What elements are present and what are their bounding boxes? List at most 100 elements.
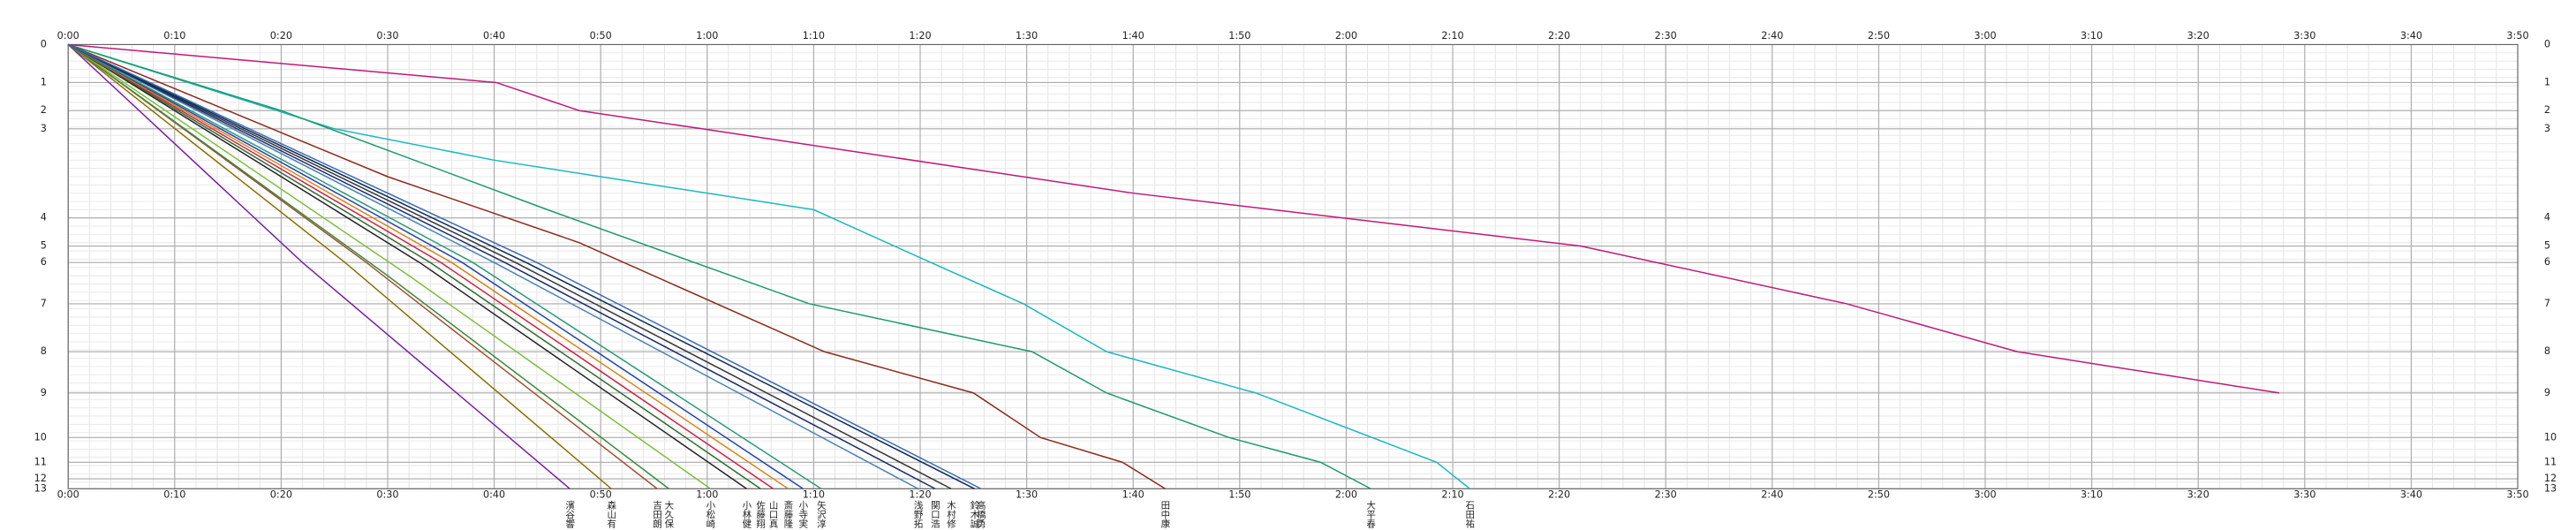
runner-name: 濱谷響 <box>564 500 575 529</box>
x-tick-label: 3:40 <box>2400 30 2422 42</box>
y-tick-label: 3 <box>2544 123 2550 134</box>
x-tick-label: 0:00 <box>57 30 79 42</box>
series-line <box>67 43 1166 489</box>
y-tick-label: 10 <box>34 431 47 443</box>
plot-frame <box>67 43 2519 489</box>
y-tick-label: 6 <box>41 256 47 268</box>
x-tick-label: 2:30 <box>1655 30 1677 42</box>
y-tick-label: 5 <box>41 240 47 252</box>
x-tick-label: 2:40 <box>1761 30 1783 42</box>
y-tick-label: 5 <box>2544 240 2550 252</box>
y-tick-label: 1 <box>41 76 47 87</box>
x-tick-label: 1:20 <box>909 30 931 42</box>
x-tick-label: 3:50 <box>2506 30 2528 42</box>
series-line <box>68 43 2279 394</box>
runner-name: 小松崎 <box>705 500 715 527</box>
x-tick-label: 1:00 <box>696 489 718 501</box>
x-tick-label: 0:50 <box>590 30 612 42</box>
y-tick-label: 13 <box>2544 482 2557 494</box>
runner-name: 大久保 <box>663 500 674 529</box>
series-line <box>67 43 612 489</box>
y-tick-label: 2 <box>2544 104 2550 116</box>
x-tick-label: 3:30 <box>2293 30 2315 42</box>
x-tick-label: 0:30 <box>376 30 398 42</box>
x-tick-label: 0:10 <box>163 30 185 42</box>
runner-name: 小林健 <box>741 500 752 528</box>
x-tick-label: 3:20 <box>2187 30 2210 42</box>
y-tick-label: 12 <box>34 473 47 484</box>
x-tick-label: 1:40 <box>1122 489 1144 501</box>
x-tick-label: 2:10 <box>1441 489 1463 501</box>
y-tick-label: 10 <box>2544 431 2557 443</box>
x-tick-label: 2:30 <box>1655 489 1677 501</box>
x-tick-label: 2:00 <box>1335 489 1357 501</box>
x-tick-label: 0:00 <box>57 489 79 501</box>
x-tick-label: 1:50 <box>1228 30 1250 42</box>
x-tick-label: 3:10 <box>2081 489 2103 501</box>
x-tick-label: 0:10 <box>163 489 185 501</box>
x-tick-label: 0:50 <box>590 489 612 501</box>
series-line <box>67 43 952 489</box>
series-line <box>67 43 761 489</box>
runner-name: 小寺実 <box>797 500 808 528</box>
y-tick-label: 0 <box>2544 38 2550 49</box>
x-tick-label: 2:20 <box>1548 489 1570 501</box>
x-tick-label: 2:50 <box>1868 30 1890 42</box>
series-line <box>67 43 669 489</box>
y-tick-label: 8 <box>41 345 47 357</box>
y-tick-label: 13 <box>34 482 47 494</box>
runner-name: 森山有 <box>606 500 616 529</box>
x-tick-label: 3:00 <box>1974 30 1996 42</box>
series-line <box>67 43 918 489</box>
series-line <box>67 43 658 489</box>
series-line <box>67 43 747 489</box>
series-line <box>67 43 1470 489</box>
runner-name: 浅野拓 <box>913 500 924 529</box>
x-tick-label: 2:00 <box>1335 30 1357 42</box>
x-tick-label: 3:50 <box>2506 489 2528 501</box>
y-tick-label: 9 <box>41 387 47 398</box>
x-tick-label: 2:20 <box>1548 30 1570 42</box>
runner-name: 関口浩 <box>930 500 941 528</box>
y-tick-label: 3 <box>41 123 47 134</box>
x-tick-label: 0:40 <box>483 30 505 42</box>
series-line <box>67 43 774 489</box>
y-tick-label: 7 <box>41 298 47 309</box>
x-tick-label: 1:10 <box>803 489 825 501</box>
runner-name: 斎藤隆 <box>782 500 793 528</box>
x-tick-label: 1:40 <box>1122 30 1144 42</box>
y-tick-label: 8 <box>2544 345 2550 357</box>
y-tick-label: 1 <box>2544 76 2550 87</box>
runner-name: 矢沢淳 <box>816 500 827 528</box>
runner-name: 吉田朗 <box>652 500 662 528</box>
series-line <box>67 43 822 489</box>
x-tick-label: 1:10 <box>803 30 825 42</box>
y-tick-label: 12 <box>2544 473 2557 484</box>
x-tick-label: 3:00 <box>1974 489 1996 501</box>
y-tick-label: 2 <box>41 104 47 116</box>
x-tick-label: 1:30 <box>1016 489 1038 501</box>
y-tick-label: 11 <box>2544 456 2557 467</box>
runner-name: 田中康 <box>1160 500 1170 527</box>
series-line <box>67 43 1371 489</box>
y-tick-label: 6 <box>2544 256 2550 268</box>
y-tick-label: 4 <box>2544 212 2550 223</box>
y-tick-label: 11 <box>34 456 47 467</box>
series-line <box>67 43 570 489</box>
series-line <box>67 43 975 489</box>
x-tick-label: 0:40 <box>483 489 505 501</box>
runner-name: 佐藤翔 <box>755 500 766 529</box>
runner-name: 木村修 <box>946 500 956 528</box>
x-tick-label: 0:30 <box>376 489 398 501</box>
x-tick-label: 3:20 <box>2187 489 2210 501</box>
series-line <box>67 43 711 489</box>
runner-name: 大平春 <box>1365 500 1376 529</box>
x-tick-label: 1:00 <box>696 30 718 42</box>
y-tick-label: 7 <box>2544 298 2550 309</box>
runner-name: 鈴木誠 <box>970 500 980 529</box>
x-tick-label: 3:40 <box>2400 489 2422 501</box>
runner-name: 石田祐 <box>1464 500 1475 527</box>
x-tick-label: 3:10 <box>2081 30 2103 42</box>
x-tick-label: 2:10 <box>1441 30 1463 42</box>
y-tick-label: 9 <box>2544 387 2550 398</box>
